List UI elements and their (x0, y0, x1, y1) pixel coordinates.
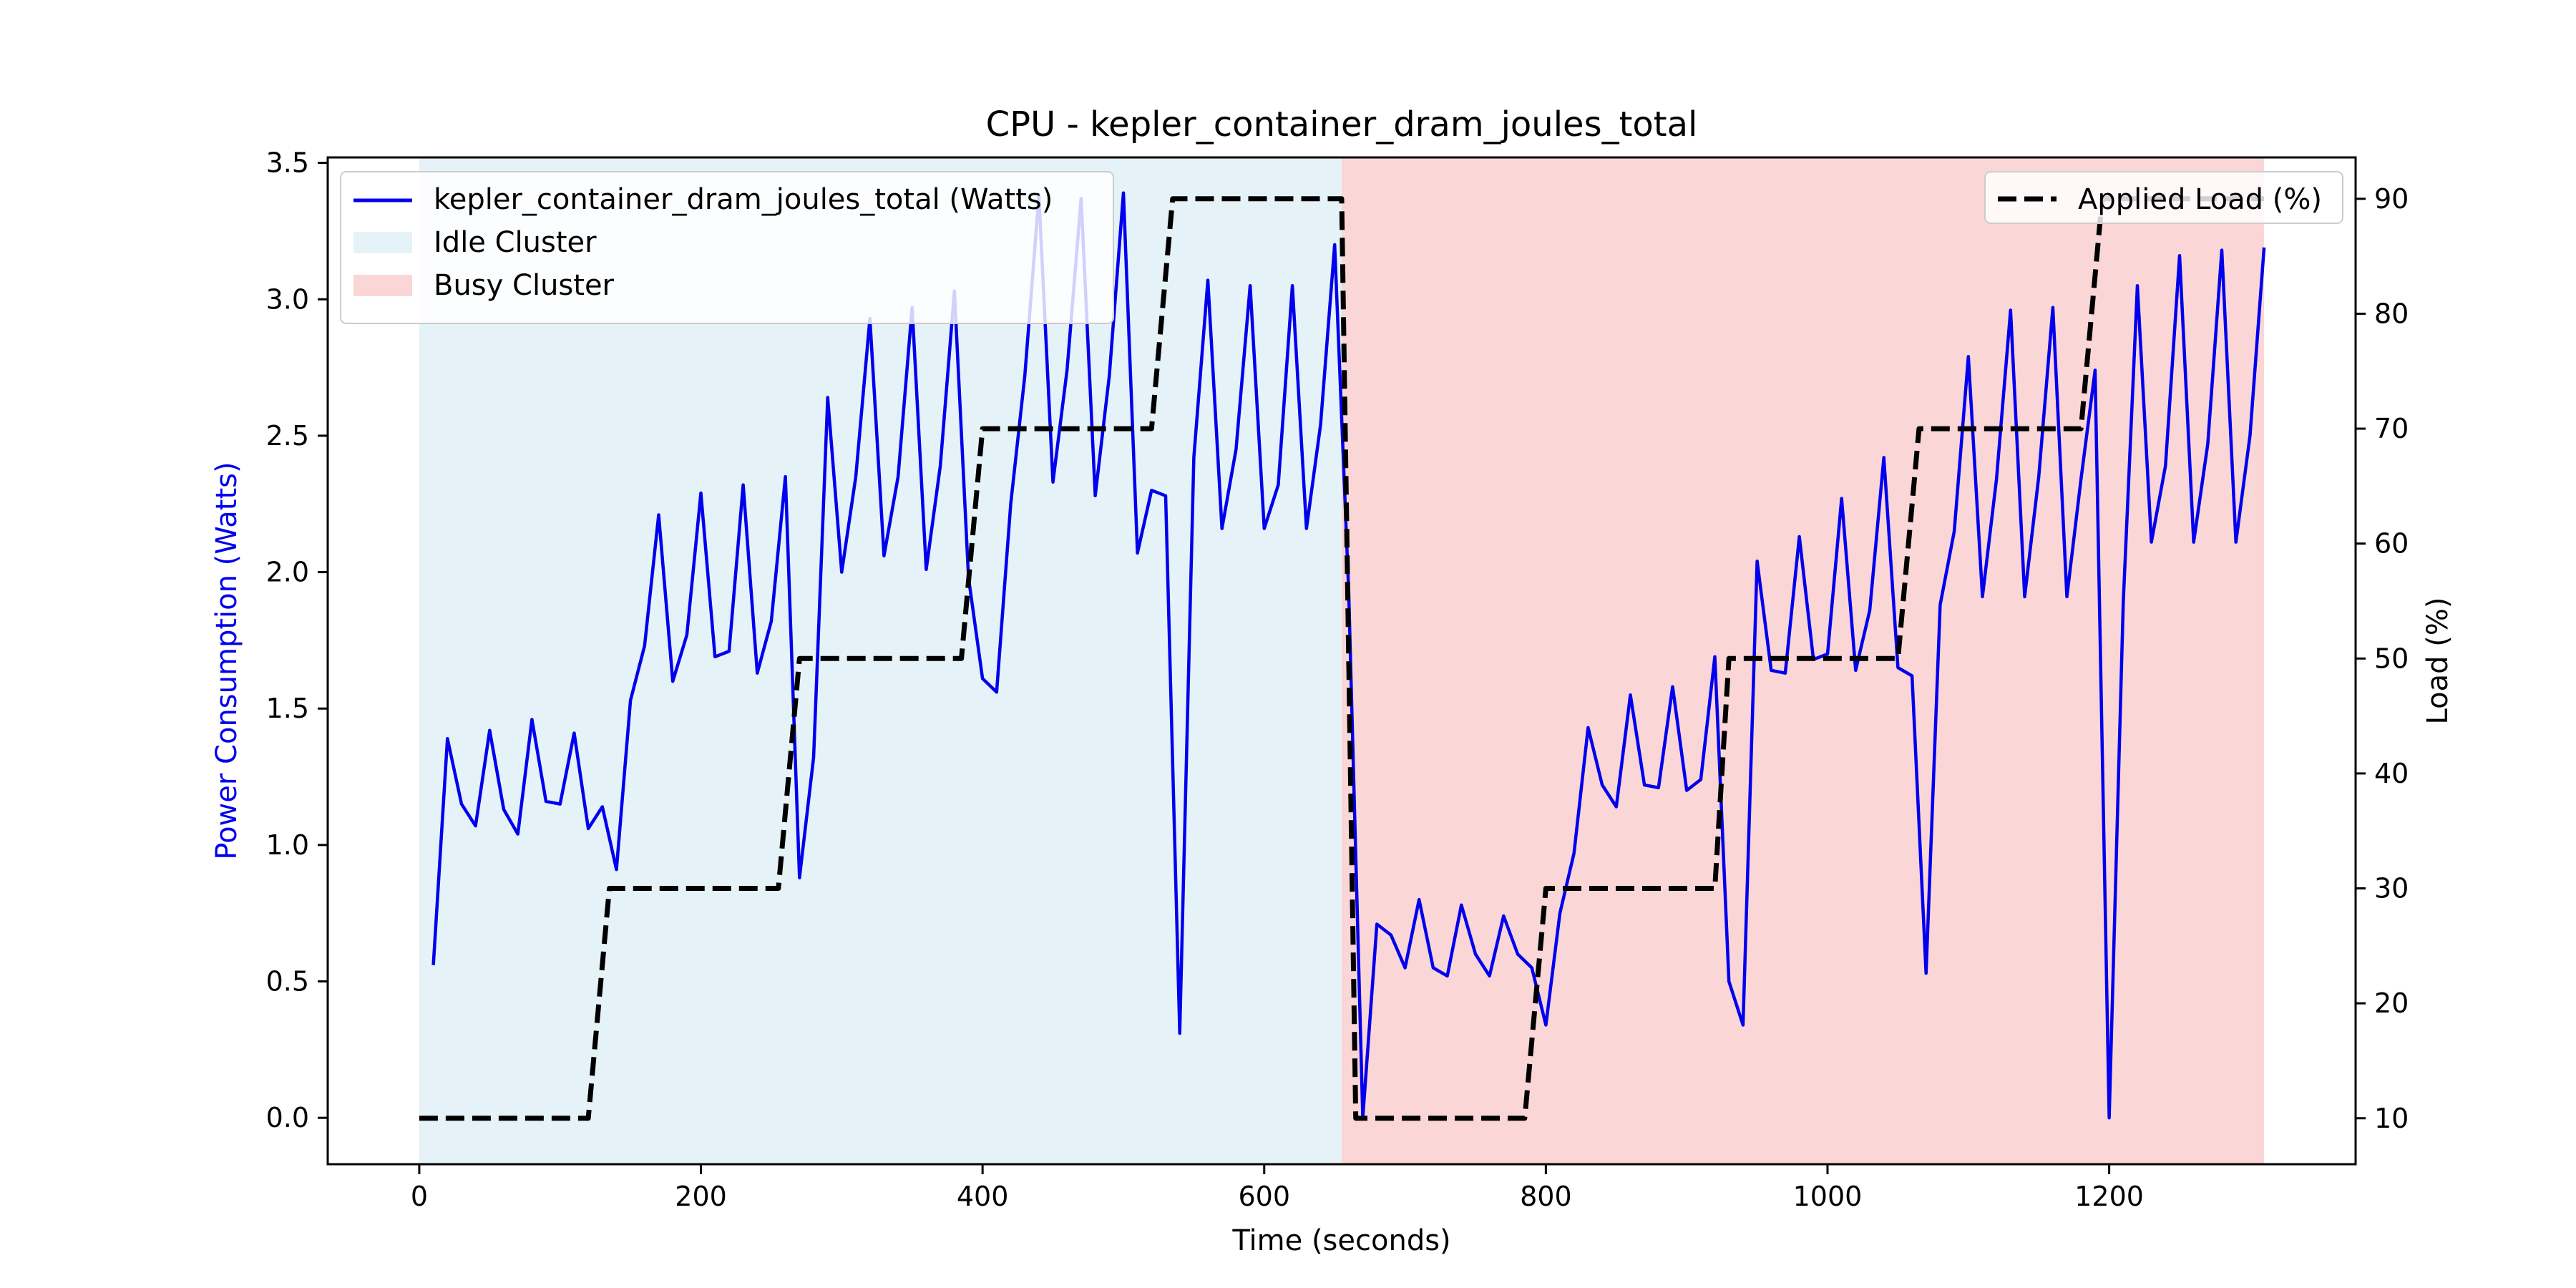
y-right-tick-label: 40 (2374, 758, 2409, 789)
y-left-tick-label: 1.0 (266, 829, 309, 861)
y-right-tick-label: 10 (2374, 1103, 2409, 1134)
series-lines (419, 191, 2266, 1121)
y-left-tick-label: 0.5 (266, 966, 309, 997)
x-tick-label: 400 (957, 1181, 1009, 1212)
y-axis-left: 0.0 0.5 1.0 1.5 2.0 2.5 3.0 3.5 (266, 147, 328, 1133)
x-axis-label: Time (seconds) (1231, 1224, 1450, 1257)
legend-right: Applied Load (%) (1984, 171, 2343, 224)
legend-entry-power: kepler_container_dram_joules_total (Watt… (434, 183, 1053, 216)
y-left-tick-label: 1.5 (266, 693, 309, 724)
legend-right-box (1984, 171, 2343, 224)
y-left-tick-label: 2.5 (266, 420, 309, 452)
x-tick-label: 800 (1520, 1181, 1572, 1212)
y-right-tick-label: 60 (2374, 528, 2409, 560)
plot-frame (326, 156, 2357, 1166)
y-left-tick-label: 3.0 (266, 283, 309, 315)
legend-swatch-busy (353, 275, 412, 296)
y-right-tick-label: 70 (2374, 413, 2409, 444)
x-tick-label: 1000 (1793, 1181, 1863, 1212)
x-axis: 0 200 400 600 800 1000 1200 (411, 1164, 2144, 1212)
y-right-tick-label: 50 (2374, 643, 2409, 674)
y-left-tick-label: 2.0 (266, 557, 309, 588)
y-axis-right-label: Load (%) (2421, 597, 2454, 725)
y-right-tick-label: 90 (2374, 183, 2409, 215)
legend-entry-idle-cluster: Idle Cluster (434, 226, 597, 259)
y-left-tick-label: 0.0 (266, 1102, 309, 1133)
y-right-tick-label: 80 (2374, 298, 2409, 329)
legend-swatch-idle (353, 232, 412, 253)
y-right-tick-label: 20 (2374, 987, 2409, 1019)
legend-entry-applied-load: Applied Load (%) (2078, 183, 2322, 216)
y-right-tick-label: 30 (2374, 873, 2409, 904)
y-left-tick-label: 3.5 (266, 147, 309, 179)
legend-entry-busy-cluster: Busy Cluster (434, 269, 615, 302)
x-tick-label: 0 (411, 1181, 428, 1212)
x-tick-label: 1200 (2074, 1181, 2144, 1212)
chart-title: CPU - kepler_container_dram_joules_total (986, 104, 1698, 145)
y-axis-right: 10 20 30 40 50 60 70 80 90 (2356, 183, 2409, 1134)
legend-left: kepler_container_dram_joules_total (Watt… (340, 171, 1114, 324)
x-tick-label: 200 (675, 1181, 727, 1212)
y-axis-left-label: Power Consumption (Watts) (210, 462, 243, 859)
legend-left-box (340, 171, 1114, 324)
applied-load-line (419, 196, 2265, 1121)
x-tick-label: 600 (1238, 1181, 1290, 1212)
